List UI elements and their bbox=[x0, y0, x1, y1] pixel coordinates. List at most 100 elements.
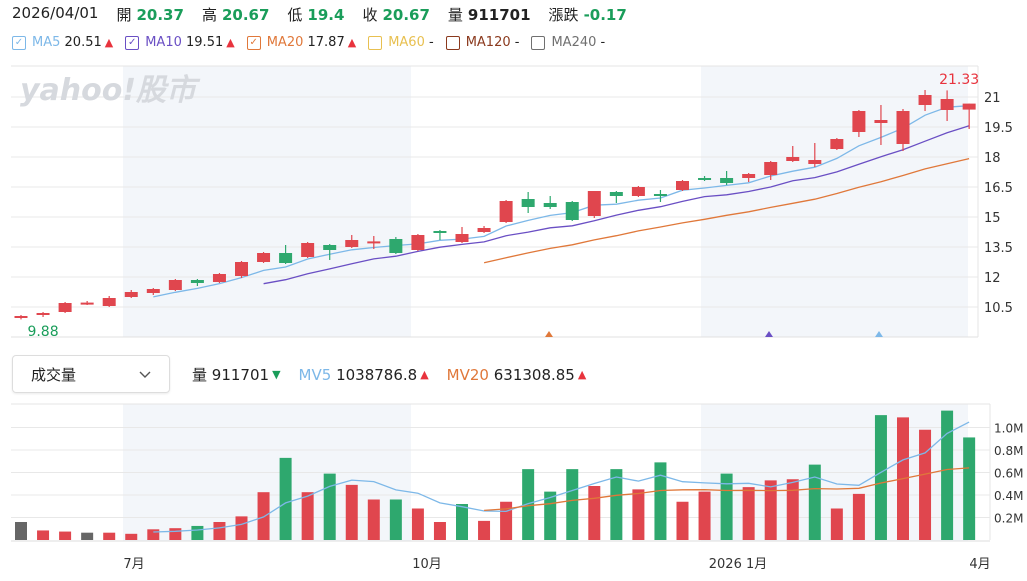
ma-value: 20.51 bbox=[64, 35, 102, 50]
candle bbox=[323, 245, 337, 250]
ma5-line bbox=[153, 105, 970, 298]
open-field: 開 20.37 bbox=[116, 6, 184, 24]
volume-bar bbox=[367, 499, 380, 540]
max-price-label: 21.33 bbox=[939, 72, 979, 88]
x-tick-label: 7月 bbox=[123, 557, 144, 572]
indicator-dropdown[interactable]: 成交量 bbox=[12, 355, 170, 393]
up-triangle-icon: ▲ bbox=[577, 368, 587, 381]
checkbox-icon[interactable]: ✓ bbox=[125, 35, 140, 50]
volume-bar bbox=[808, 464, 821, 540]
volume-bar bbox=[742, 487, 755, 540]
yahoo-logo: yahoo!股市 bbox=[20, 73, 201, 108]
ma-toggle-ma5[interactable]: ✓ MA5 20.51 ▲ bbox=[12, 35, 113, 50]
min-price-label: 9.88 bbox=[27, 324, 58, 340]
volume-bar bbox=[169, 528, 182, 540]
candle bbox=[168, 280, 182, 290]
ma-legend: ✓ MA5 20.51 ▲ ✓ MA10 19.51 ▲ ✓ MA20 17.87 ▲ MA60 … bbox=[12, 35, 617, 50]
candle bbox=[411, 235, 425, 250]
volume-bar bbox=[588, 486, 601, 540]
candle bbox=[36, 313, 50, 315]
volume-field: 量 911701 bbox=[447, 6, 531, 24]
volume-bar bbox=[852, 493, 865, 540]
candle bbox=[786, 157, 800, 161]
volume-bar bbox=[941, 410, 954, 540]
candle bbox=[609, 192, 623, 196]
ma-name: MA120 bbox=[465, 35, 511, 50]
candle bbox=[543, 203, 557, 207]
volume-bar bbox=[963, 437, 976, 540]
y-tick-label: 13.5 bbox=[984, 241, 1013, 256]
volume-legend: 量 911701 ▼ MV5 1038786.8 ▲ MV20 631308.85 ▲ bbox=[192, 364, 604, 385]
y-tick-label: 10.5 bbox=[984, 301, 1013, 316]
volume-bar bbox=[279, 457, 292, 540]
ma10-line bbox=[263, 125, 970, 285]
candle bbox=[940, 99, 954, 110]
ma-name: MA10 bbox=[145, 35, 182, 50]
volume-bar bbox=[411, 508, 424, 540]
checkbox-icon[interactable] bbox=[445, 35, 460, 50]
y-tick-label: 0.8M bbox=[994, 444, 1023, 458]
volume-bar bbox=[345, 484, 358, 540]
y-tick-label: 15 bbox=[984, 211, 1001, 226]
high-field: 高 20.67 bbox=[201, 6, 270, 24]
candle bbox=[146, 289, 160, 293]
ma-value: 17.87 bbox=[307, 35, 345, 50]
volume-bar bbox=[478, 520, 491, 540]
ma-toggle-ma240[interactable]: MA240 - bbox=[531, 35, 605, 50]
volume-bar bbox=[786, 479, 799, 540]
candle bbox=[477, 228, 491, 232]
volume-bar bbox=[522, 469, 535, 540]
volume-bar bbox=[389, 499, 402, 540]
y-tick-label: 19.5 bbox=[984, 121, 1013, 136]
candle bbox=[190, 280, 204, 283]
y-tick-label: 21 bbox=[984, 91, 1001, 106]
mv20-value: MV20 631308.85 ▲ bbox=[446, 365, 587, 384]
mv20-line bbox=[484, 467, 970, 512]
candle bbox=[852, 111, 866, 132]
candle bbox=[367, 241, 381, 244]
y-tick-label: 16.5 bbox=[984, 181, 1013, 196]
candle bbox=[565, 202, 579, 220]
volume-bar bbox=[566, 469, 579, 540]
volume-bar bbox=[874, 415, 887, 540]
candle bbox=[676, 181, 689, 190]
volume-bar bbox=[654, 462, 667, 540]
close-field: 收 20.67 bbox=[362, 6, 430, 24]
ma-toggle-ma20[interactable]: ✓ MA20 17.87 ▲ bbox=[246, 35, 356, 50]
volume-bar bbox=[764, 480, 777, 540]
checkbox-icon[interactable]: ✓ bbox=[12, 35, 26, 50]
ma-name: MA20 bbox=[266, 35, 304, 50]
ma-toggle-ma120[interactable]: MA120 - bbox=[445, 35, 520, 50]
checkbox-icon[interactable]: ✓ bbox=[246, 35, 261, 50]
candle bbox=[124, 292, 138, 297]
candle bbox=[653, 194, 667, 196]
candle bbox=[58, 303, 72, 312]
candle bbox=[962, 103, 976, 110]
low-field: 低 19.4 bbox=[287, 6, 345, 24]
checkbox-icon[interactable] bbox=[531, 35, 546, 50]
volume-bar bbox=[81, 532, 94, 540]
x-tick-label: 4月 bbox=[969, 557, 990, 572]
candle bbox=[389, 239, 403, 253]
mv5-value: MV5 1038786.8 ▲ bbox=[298, 365, 429, 384]
candle bbox=[720, 178, 734, 183]
y-tick-label: 18 bbox=[984, 151, 1001, 166]
ma-value: - bbox=[514, 35, 520, 50]
ma20-line bbox=[483, 157, 970, 264]
candle bbox=[345, 240, 359, 247]
volume-bar bbox=[191, 525, 204, 540]
candle bbox=[235, 262, 248, 276]
candle bbox=[14, 316, 28, 318]
candle bbox=[631, 187, 645, 196]
ma-toggle-ma60[interactable]: MA60 - bbox=[368, 35, 434, 50]
candle bbox=[102, 298, 116, 306]
volume-bar bbox=[676, 501, 689, 540]
ma-toggle-ma10[interactable]: ✓ MA10 19.51 ▲ bbox=[125, 35, 235, 50]
y-tick-label: 0.2M bbox=[994, 512, 1023, 526]
volume-bar bbox=[500, 501, 513, 540]
checkbox-icon[interactable] bbox=[368, 35, 383, 50]
candle bbox=[830, 139, 844, 149]
candle bbox=[455, 234, 469, 242]
